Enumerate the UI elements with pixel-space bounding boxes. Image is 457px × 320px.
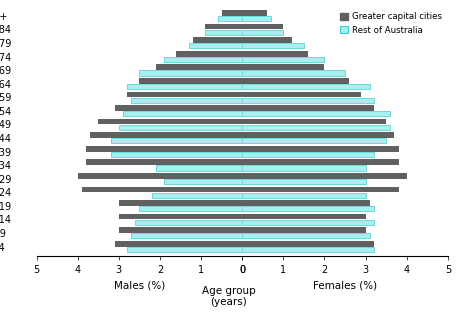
- Bar: [242, 152, 374, 157]
- Bar: [119, 214, 242, 220]
- Bar: [189, 43, 242, 48]
- Bar: [242, 200, 370, 206]
- Bar: [242, 10, 267, 16]
- Bar: [119, 125, 242, 130]
- Bar: [119, 227, 242, 233]
- Bar: [131, 98, 242, 103]
- Bar: [139, 70, 242, 76]
- Bar: [242, 165, 366, 171]
- Bar: [222, 10, 242, 16]
- Bar: [242, 220, 374, 225]
- Bar: [242, 30, 283, 35]
- Bar: [156, 165, 242, 171]
- Bar: [242, 187, 399, 192]
- Bar: [135, 220, 242, 225]
- Bar: [242, 146, 399, 152]
- Bar: [82, 187, 242, 192]
- Bar: [242, 16, 271, 21]
- Legend: Greater capital cities, Rest of Australia: Greater capital cities, Rest of Australi…: [338, 11, 444, 36]
- Bar: [119, 200, 242, 206]
- Bar: [164, 57, 242, 62]
- Bar: [242, 241, 374, 246]
- Bar: [242, 24, 283, 29]
- Bar: [242, 84, 370, 89]
- Bar: [242, 64, 324, 70]
- Bar: [205, 30, 242, 35]
- Bar: [242, 132, 394, 138]
- Bar: [242, 138, 386, 143]
- Bar: [127, 247, 242, 252]
- Bar: [242, 105, 374, 111]
- Bar: [164, 179, 242, 184]
- Bar: [139, 206, 242, 211]
- Bar: [86, 146, 242, 152]
- Bar: [218, 16, 242, 21]
- X-axis label: Females (%): Females (%): [313, 281, 377, 291]
- Bar: [242, 173, 407, 179]
- Bar: [242, 227, 366, 233]
- Bar: [242, 70, 345, 76]
- Bar: [242, 111, 390, 116]
- Bar: [152, 193, 242, 198]
- Bar: [111, 152, 242, 157]
- Bar: [98, 119, 242, 124]
- Bar: [139, 78, 242, 84]
- Bar: [242, 57, 324, 62]
- Bar: [115, 105, 242, 111]
- Bar: [242, 43, 304, 48]
- Bar: [127, 92, 242, 97]
- Text: Age group
(years): Age group (years): [202, 285, 255, 307]
- Bar: [123, 111, 242, 116]
- Bar: [193, 37, 242, 43]
- Bar: [242, 247, 374, 252]
- Bar: [111, 138, 242, 143]
- Bar: [115, 241, 242, 246]
- Bar: [90, 132, 242, 138]
- Bar: [242, 214, 366, 220]
- Bar: [156, 64, 242, 70]
- Bar: [242, 51, 308, 57]
- Bar: [242, 159, 399, 165]
- Bar: [131, 233, 242, 238]
- Bar: [242, 119, 386, 124]
- Bar: [242, 193, 366, 198]
- Bar: [242, 179, 366, 184]
- Bar: [86, 159, 242, 165]
- Bar: [176, 51, 242, 57]
- X-axis label: Males (%): Males (%): [114, 281, 165, 291]
- Bar: [242, 37, 292, 43]
- Bar: [242, 125, 390, 130]
- Bar: [127, 84, 242, 89]
- Bar: [78, 173, 242, 179]
- Bar: [242, 92, 361, 97]
- Bar: [205, 24, 242, 29]
- Bar: [242, 206, 374, 211]
- Bar: [242, 78, 349, 84]
- Bar: [242, 98, 374, 103]
- Bar: [242, 233, 370, 238]
